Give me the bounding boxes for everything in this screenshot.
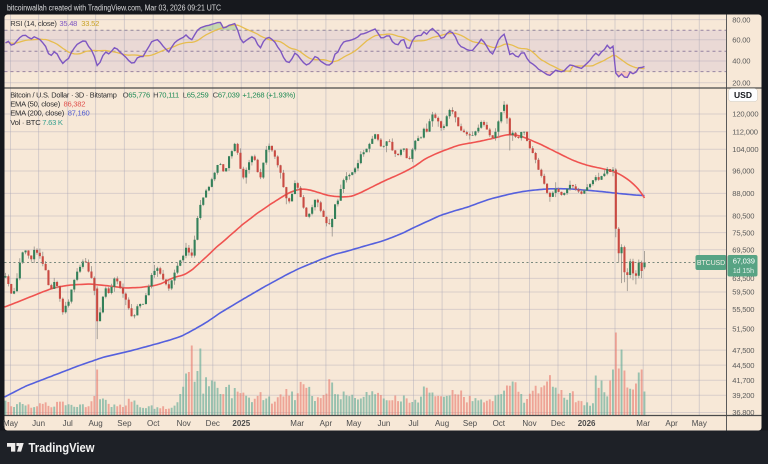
svg-text:Aug: Aug [88, 419, 102, 428]
svg-text:Oct: Oct [147, 419, 160, 428]
svg-text:Bitcoin / U.S. Dollar · 3D · B: Bitcoin / U.S. Dollar · 3D · Bitstamp O65… [10, 90, 296, 99]
svg-text:36,800: 36,800 [732, 408, 754, 417]
svg-text:96,000: 96,000 [732, 167, 754, 176]
svg-text:2025: 2025 [232, 419, 250, 428]
svg-text:60.00: 60.00 [732, 36, 750, 45]
svg-text:Dec: Dec [551, 419, 565, 428]
svg-text:Sep: Sep [117, 419, 132, 428]
svg-text:80.00: 80.00 [732, 15, 750, 24]
svg-text:Mar: Mar [636, 419, 650, 428]
svg-text:67,039: 67,039 [733, 257, 755, 266]
svg-text:EMA (200, close)87,160: EMA (200, close) 87,160 [10, 109, 89, 118]
svg-text:44,500: 44,500 [732, 361, 754, 370]
svg-text:2026: 2026 [578, 419, 596, 428]
svg-text:May: May [346, 419, 361, 428]
svg-text:Nov: Nov [177, 419, 191, 428]
svg-text:55,500: 55,500 [732, 305, 754, 314]
svg-text:Sep: Sep [463, 419, 478, 428]
svg-text:88,000: 88,000 [732, 189, 754, 198]
svg-text:104,000: 104,000 [732, 145, 758, 154]
svg-text:Apr: Apr [665, 419, 678, 428]
svg-text:75,500: 75,500 [732, 228, 754, 237]
svg-text:63,500: 63,500 [732, 274, 754, 283]
svg-text:May: May [692, 419, 707, 428]
svg-text:1d 15h: 1d 15h [733, 266, 754, 275]
svg-text:59,500: 59,500 [732, 288, 754, 297]
svg-text:120,000: 120,000 [732, 110, 758, 119]
svg-text:Jul: Jul [408, 419, 418, 428]
svg-text:47,500: 47,500 [732, 346, 754, 355]
svg-text:Mar: Mar [290, 419, 304, 428]
svg-text:80,500: 80,500 [732, 212, 754, 221]
svg-text:20.00: 20.00 [732, 79, 750, 88]
svg-text:Jun: Jun [377, 419, 390, 428]
svg-text:Aug: Aug [435, 419, 449, 428]
svg-text:Dec: Dec [206, 419, 220, 428]
svg-text:Oct: Oct [493, 419, 506, 428]
svg-text:May: May [3, 419, 18, 428]
svg-text:Apr: Apr [320, 419, 333, 428]
svg-text:39,200: 39,200 [732, 391, 754, 400]
svg-text:51,500: 51,500 [732, 324, 754, 333]
svg-text:TradingView: TradingView [29, 441, 95, 455]
svg-text:Jun: Jun [32, 419, 45, 428]
svg-text:40.00: 40.00 [732, 57, 750, 66]
svg-text:41,700: 41,700 [732, 376, 754, 385]
svg-text:69,500: 69,500 [732, 245, 754, 254]
svg-text:Jul: Jul [63, 419, 73, 428]
svg-text:112,000: 112,000 [732, 127, 758, 136]
svg-text:Nov: Nov [522, 419, 536, 428]
svg-text:bitcoinwallah created with Tra: bitcoinwallah created with TradingView.c… [7, 4, 221, 13]
svg-text:USD: USD [734, 90, 752, 100]
svg-text:EMA (50, close)86,382: EMA (50, close) 86,382 [10, 99, 85, 108]
svg-text:BTCUSD: BTCUSD [697, 260, 725, 267]
